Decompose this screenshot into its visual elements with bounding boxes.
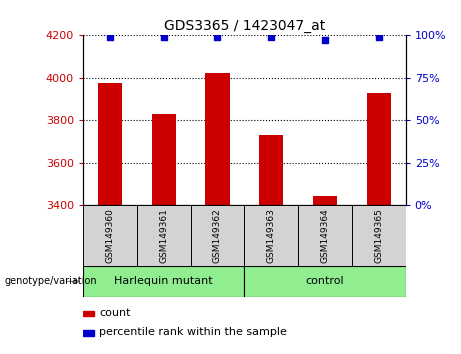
Text: count: count xyxy=(99,308,130,318)
Bar xyxy=(152,114,176,205)
Bar xyxy=(244,205,298,266)
Bar xyxy=(190,205,244,266)
Bar xyxy=(83,330,94,336)
Bar xyxy=(244,266,406,297)
Point xyxy=(160,34,167,40)
Title: GDS3365 / 1423047_at: GDS3365 / 1423047_at xyxy=(164,19,325,33)
Text: Harlequin mutant: Harlequin mutant xyxy=(114,276,213,286)
Bar xyxy=(98,83,122,205)
Bar xyxy=(205,73,230,205)
Point xyxy=(106,34,113,40)
Bar xyxy=(298,205,352,266)
Bar xyxy=(137,205,190,266)
Bar xyxy=(352,205,406,266)
Text: GSM149361: GSM149361 xyxy=(159,208,168,263)
Bar xyxy=(83,311,94,316)
Text: percentile rank within the sample: percentile rank within the sample xyxy=(99,327,287,337)
Bar xyxy=(313,196,337,205)
Bar xyxy=(366,93,391,205)
Text: control: control xyxy=(306,276,344,286)
Bar xyxy=(83,205,137,266)
Text: GSM149363: GSM149363 xyxy=(267,208,276,263)
Text: GSM149360: GSM149360 xyxy=(106,208,114,263)
Point xyxy=(214,34,221,40)
Text: genotype/variation: genotype/variation xyxy=(5,276,97,286)
Bar xyxy=(259,135,284,205)
Point xyxy=(267,34,275,40)
Text: GSM149362: GSM149362 xyxy=(213,208,222,263)
Text: GSM149365: GSM149365 xyxy=(374,208,383,263)
Bar xyxy=(83,266,244,297)
Text: GSM149364: GSM149364 xyxy=(320,208,330,263)
Point xyxy=(375,34,383,40)
Point xyxy=(321,38,329,43)
